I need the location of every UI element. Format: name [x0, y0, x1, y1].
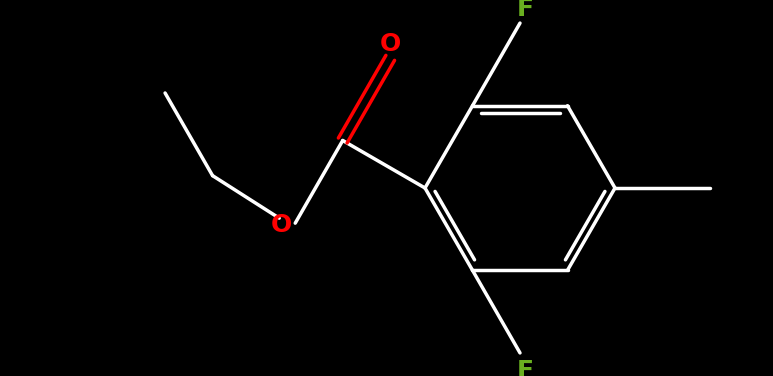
Text: O: O — [380, 32, 401, 56]
Text: F: F — [516, 0, 533, 21]
Text: O: O — [271, 213, 292, 237]
Text: F: F — [516, 359, 533, 376]
